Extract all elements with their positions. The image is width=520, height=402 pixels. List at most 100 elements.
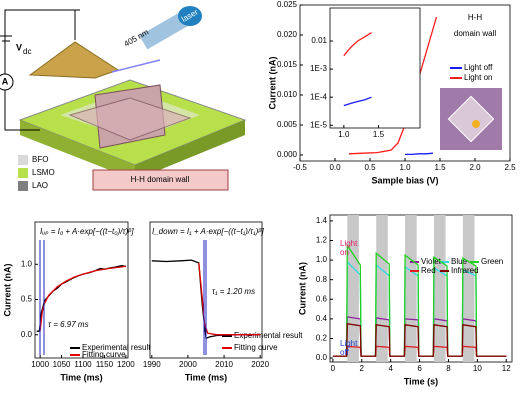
voltage: V bbox=[16, 42, 22, 52]
series-line bbox=[405, 152, 434, 156]
light-on-band bbox=[434, 215, 446, 362]
x-tick-label: 8 bbox=[446, 364, 451, 373]
annotation: Light bbox=[340, 339, 358, 348]
light-on-band bbox=[405, 215, 417, 362]
legend-label: Light off bbox=[464, 63, 493, 72]
x-axis-label: Time (ms) bbox=[60, 372, 102, 382]
laser-body bbox=[139, 10, 191, 50]
layer-swatch bbox=[18, 155, 28, 165]
x-tick-label: 1.0 bbox=[399, 163, 411, 172]
layer-name: LAO bbox=[32, 181, 48, 190]
x-tick-label: 4 bbox=[388, 364, 393, 373]
legend-label: Fitting curve bbox=[82, 350, 126, 359]
annotation: off bbox=[340, 348, 350, 357]
domain-dot bbox=[472, 120, 480, 128]
annotation: τ₁ = 1.20 ms bbox=[212, 287, 255, 296]
x-tick-label: 1990 bbox=[143, 360, 161, 369]
legend-label: Fitting curve bbox=[234, 343, 278, 352]
y-tick-label: 0.01 bbox=[311, 36, 327, 45]
x-tick-label: 1.5 bbox=[373, 130, 385, 139]
x-tick-label: 12 bbox=[502, 364, 511, 373]
ammeter bbox=[0, 73, 14, 91]
wall bbox=[68, 97, 192, 141]
y-tick-label: 1E-3 bbox=[310, 64, 327, 73]
x-tick-label: 1.5 bbox=[434, 163, 446, 172]
light-on-band bbox=[462, 215, 475, 362]
x-tick-label: 1200 bbox=[117, 360, 135, 369]
layer-swatch bbox=[18, 181, 28, 191]
y-tick-label: 0.020 bbox=[277, 30, 298, 39]
light-on-band bbox=[347, 215, 359, 362]
layer-swatch bbox=[18, 168, 28, 178]
x-tick-label: 1100 bbox=[74, 360, 92, 369]
legend-label: Experimental result bbox=[234, 331, 303, 340]
x-tick-label: 6 bbox=[417, 364, 422, 373]
x-axis-label: Sample bias (V) bbox=[371, 175, 438, 185]
annotation: Light bbox=[340, 239, 358, 248]
y-tick-label: 0.000 bbox=[277, 150, 298, 159]
y-tick-label: 1.0 bbox=[21, 259, 33, 268]
slab-side bbox=[20, 120, 135, 180]
y-tick-label: 0.005 bbox=[277, 120, 298, 129]
x-tick-label: 1000 bbox=[31, 360, 49, 369]
y-tick-label: 1E-4 bbox=[310, 92, 327, 101]
y-tick-label: 1.0 bbox=[316, 255, 328, 264]
annotation: Iᵤₚ = I₀ + A·exp[−((t−t₀)/τ)ᵝ] bbox=[40, 227, 134, 236]
y-tick-label: 0.015 bbox=[277, 60, 298, 69]
y-tick-label: 0.2 bbox=[316, 334, 328, 343]
light-on-band bbox=[376, 215, 388, 362]
x-tick-label: 2 bbox=[360, 364, 365, 373]
annotation: domain wall bbox=[454, 29, 496, 38]
y-tick-label: 0.0 bbox=[21, 330, 33, 339]
layer-name: LSMO bbox=[32, 168, 55, 177]
x-tick-label: 10 bbox=[473, 364, 482, 373]
annotation: τ = 6.97 ms bbox=[48, 320, 89, 329]
legend-label: Violet bbox=[421, 257, 442, 266]
y-tick-label: 0.8 bbox=[316, 275, 328, 284]
line-chart: 0.0 0.5 1.0 1000 1050 1100 1150 1200 Experimenta… bbox=[2, 221, 151, 382]
x-tick-label: -0.5 bbox=[293, 163, 307, 172]
schematic: laser 405 nm A V dc H-H domain wall bbox=[0, 6, 247, 191]
y-tick-label: 0.5 bbox=[21, 295, 33, 304]
wall-label: H-H domain wall bbox=[131, 175, 190, 184]
x-axis-label: Time (s) bbox=[404, 376, 438, 386]
line-chart: 0.01 1E-3 1E-4 1E-5 1.0 1.5 bbox=[310, 7, 421, 139]
layer-name: BFO bbox=[32, 155, 48, 164]
x-tick-label: 1150 bbox=[96, 360, 114, 369]
y-tick-label: 1E-5 bbox=[310, 120, 327, 129]
y-tick-label: 0.4 bbox=[316, 314, 328, 323]
wall-label-box bbox=[92, 169, 229, 191]
y-axis-label: Current (nA) bbox=[267, 57, 277, 110]
x-tick-label: 1.0 bbox=[338, 130, 350, 139]
legend-label: Blue bbox=[451, 257, 468, 266]
series-line bbox=[343, 96, 372, 107]
series-line bbox=[332, 323, 507, 357]
line-chart: 1990 2000 2010 2020 Experimental result Fitti… bbox=[143, 221, 303, 382]
y-axis-label: Current (nA) bbox=[297, 262, 307, 315]
x-tick-label: 2020 bbox=[251, 360, 269, 369]
legend-label: Infrared bbox=[451, 266, 479, 275]
x-axis-label: Time (ms) bbox=[185, 372, 227, 382]
plot-frame bbox=[34, 221, 129, 359]
x-tick-label: 0 bbox=[331, 364, 336, 373]
y-tick-label: 0.010 bbox=[277, 90, 298, 99]
ammeter-label: A bbox=[2, 76, 9, 86]
y-tick-label: 0.6 bbox=[316, 294, 328, 303]
series-line bbox=[332, 243, 507, 357]
legend-label: Red bbox=[421, 266, 436, 275]
y-tick-label: 1.2 bbox=[316, 236, 328, 245]
x-tick-label: 1050 bbox=[53, 360, 71, 369]
y-tick-label: 0.025 bbox=[277, 0, 298, 9]
y-tick-label: 1.4 bbox=[316, 216, 328, 225]
x-tick-label: 2000 bbox=[179, 360, 197, 369]
domain-image-core bbox=[447, 95, 495, 143]
annotation: I_down = I₁ + A·exp[−((t−t₁)/τ₁)ᵝ] bbox=[152, 227, 264, 236]
annotation: H-H bbox=[468, 13, 482, 22]
legend-label: Green bbox=[481, 257, 503, 266]
x-tick-label: 2.0 bbox=[469, 163, 481, 172]
plot-frame bbox=[329, 7, 421, 129]
annotation: on bbox=[340, 248, 349, 257]
tip bbox=[28, 41, 120, 79]
legend-label: Experimental result bbox=[82, 343, 151, 352]
